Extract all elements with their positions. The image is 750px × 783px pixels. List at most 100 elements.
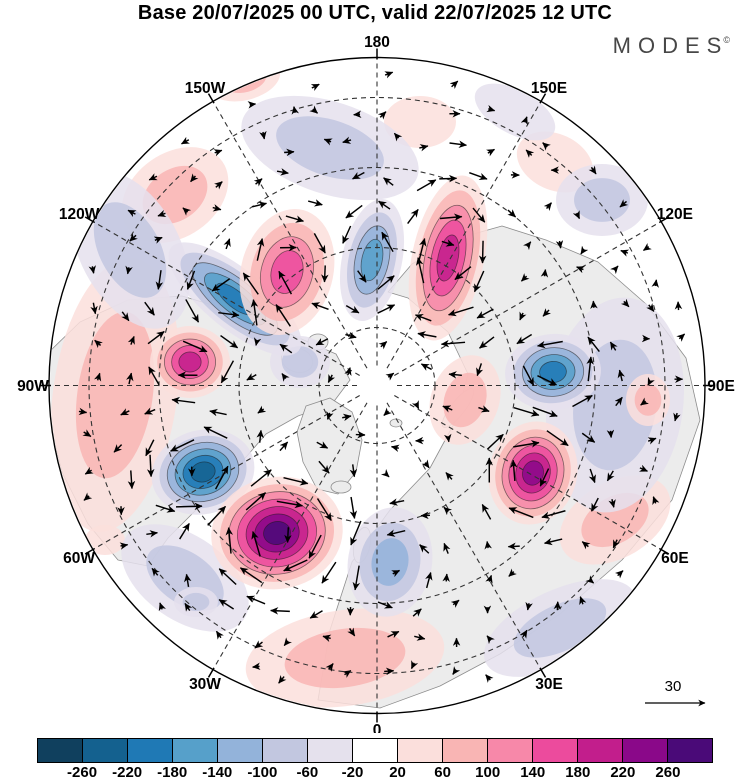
wind-arrow: [308, 534, 322, 559]
wind-arrow: [481, 503, 492, 520]
landmass: [296, 397, 363, 495]
anomaly-contour: [360, 238, 384, 282]
colorbar: [37, 738, 713, 763]
wind-arrow: [84, 466, 94, 475]
wind-arrow: [278, 270, 293, 295]
colorbar-cell: [173, 739, 218, 762]
wind-arrow: [415, 257, 425, 284]
wind-arrow: [516, 333, 533, 345]
wind-arrow: [579, 596, 587, 606]
colorbar-cell: [398, 739, 443, 762]
wind-arrow: [350, 520, 362, 546]
wind-arrow: [520, 273, 530, 282]
wind-arrow: [113, 444, 123, 453]
wind-arrow: [588, 468, 596, 484]
wind-arrow: [444, 433, 452, 443]
wind-arrow: [223, 238, 231, 250]
wind-arrow: [617, 369, 625, 382]
wind-arrow: [519, 311, 527, 321]
island: [389, 418, 403, 428]
wind-arrow: [539, 468, 550, 487]
wind-arrow: [542, 308, 552, 317]
wind-arrow: [127, 209, 137, 218]
meridian-tick: [658, 216, 670, 224]
wind-arrow: [555, 240, 564, 249]
wind-arrow: [587, 336, 600, 352]
wind-arrow: [93, 372, 102, 382]
wind-arrow: [256, 429, 264, 443]
wind-arrow: [310, 83, 320, 92]
colorbar-tick-label: 100: [475, 764, 501, 781]
wind-arrow: [284, 148, 295, 157]
wind-arrow: [449, 140, 467, 148]
wind-arrow: [256, 238, 265, 261]
wind-arrow: [391, 569, 401, 578]
wind-arrow: [590, 300, 598, 309]
wind-arrow: [283, 637, 292, 647]
wind-arrow: [246, 595, 266, 605]
colorbar-cell: [533, 739, 578, 762]
wind-arrow: [412, 608, 422, 617]
wind-arrow: [676, 333, 686, 342]
colorbar-tick-label: 260: [655, 764, 681, 781]
meridian-line: [394, 395, 661, 550]
wind-arrow: [252, 201, 268, 209]
wind-arrow: [119, 542, 129, 550]
wind-arrow: [620, 249, 630, 257]
wind-arrow: [148, 173, 158, 181]
wind-arrow: [309, 610, 323, 619]
wind-arrow: [129, 233, 138, 242]
wind-arrow: [452, 666, 461, 675]
wind-arrow: [218, 310, 240, 319]
meridian-label: 90W: [17, 378, 49, 395]
wind-arrow: [581, 541, 591, 550]
wind-arrow: [377, 304, 396, 314]
wind-arrow: [612, 539, 620, 549]
colorbar-cell: [443, 739, 488, 762]
wind-arrow: [485, 574, 493, 584]
wind-arrow: [186, 270, 196, 290]
wind-arrow: [120, 408, 130, 416]
wind-arrow: [284, 527, 292, 544]
wind-arrow: [352, 171, 365, 180]
wind-arrow: [439, 213, 463, 222]
wind-arrow: [291, 106, 300, 115]
wind-arrow: [345, 204, 363, 219]
wind-arrow: [259, 130, 267, 140]
wind-arrow: [486, 104, 496, 113]
wind-arrows: [78, 71, 686, 684]
wind-arrow: [155, 504, 176, 513]
wind-arrow: [182, 207, 192, 216]
colorbar-tick-label: -180: [157, 764, 188, 781]
meridian-label: 120W: [59, 206, 100, 223]
wind-arrow: [170, 439, 195, 452]
latitude-circle: [88, 96, 666, 675]
wind-arrow: [245, 492, 267, 511]
meridian-label: 0: [373, 722, 382, 733]
wind-arrow: [513, 440, 540, 448]
wind-arrow: [442, 573, 450, 582]
anomaly-contour: [634, 384, 662, 416]
colorbar-cell: [308, 739, 353, 762]
wind-arrow: [253, 178, 263, 187]
wind-arrow: [588, 165, 597, 175]
wind-arrow: [486, 635, 495, 645]
wind-arrow: [640, 397, 649, 406]
colorbar-tick-label: -20: [341, 764, 364, 781]
wind-arrow: [311, 302, 329, 310]
wind-arrow: [158, 602, 166, 612]
wind-arrow: [145, 439, 155, 457]
wind-arrow: [171, 396, 196, 405]
meridian-label: 150E: [531, 80, 567, 97]
wind-arrow: [387, 630, 400, 639]
wind-arrow: [283, 559, 308, 572]
wind-arrow: [308, 199, 323, 207]
colorbar-tick-label: -220: [112, 764, 143, 781]
wind-arrow: [443, 506, 453, 516]
wind-arrow: [323, 138, 333, 146]
meridian-label: 150W: [185, 80, 226, 97]
wind-arrow: [88, 265, 96, 274]
polar-map: 180 150W 120W 90W 60W 30W 0 30E 60E 90E 120E 150E 30: [17, 34, 735, 733]
meridian-label: 30E: [535, 676, 563, 693]
wind-arrow: [251, 531, 261, 557]
